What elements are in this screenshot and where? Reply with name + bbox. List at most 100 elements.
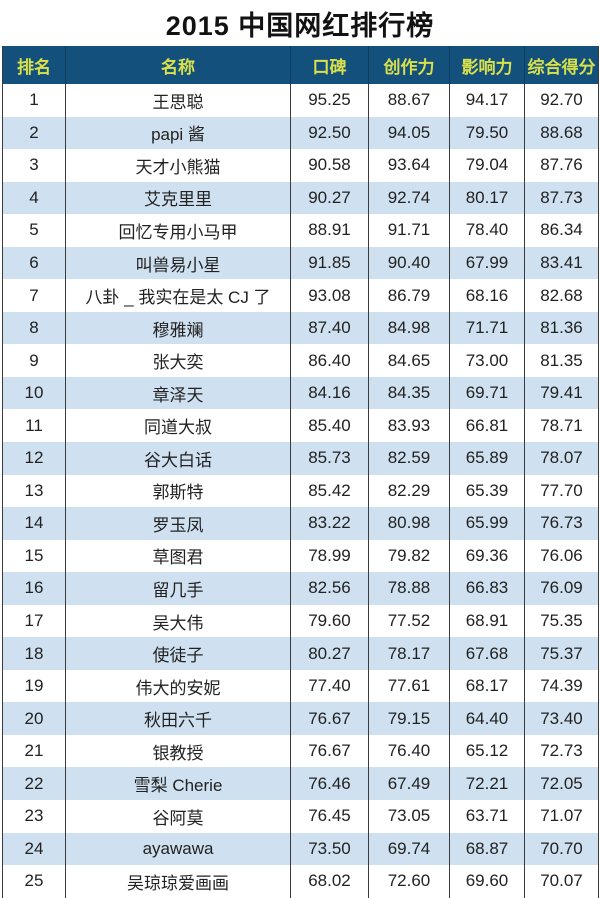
score-cell: 72.05 — [524, 767, 599, 801]
influence-cell: 72.21 — [449, 767, 525, 801]
creativity-cell: 84.65 — [368, 344, 450, 377]
score-cell: 74.39 — [524, 669, 599, 703]
table-row: 13 郭斯特 85.42 82.29 65.39 77.70 — [2, 474, 599, 508]
table-row: 4 艾克里里 90.27 92.74 80.17 87.73 — [2, 181, 599, 215]
score-cell: 77.70 — [524, 474, 599, 508]
rank-cell: 21 — [24, 741, 44, 761]
creativity-cell: 82.59 — [368, 442, 450, 475]
name-cell: 吴大伟 — [65, 604, 291, 638]
score-cell: 86.34 — [524, 214, 599, 247]
score-cell: 92.70 — [524, 84, 599, 117]
creativity-cell: 93.64 — [368, 149, 450, 182]
rank-cell: 7 — [29, 285, 39, 305]
name-cell: 章泽天 — [65, 376, 291, 410]
creativity-cell: 79.15 — [368, 702, 450, 735]
reputation-cell: 82.56 — [290, 572, 369, 605]
name-cell: 穆雅斓 — [65, 311, 291, 345]
influence-cell: 78.40 — [449, 214, 525, 247]
score-cell: 75.37 — [524, 637, 599, 670]
reputation-cell: 76.46 — [290, 767, 369, 801]
table-row: 16 留几手 82.56 78.88 66.83 76.09 — [2, 572, 599, 605]
creativity-cell: 67.49 — [368, 767, 450, 801]
rank-cell: 15 — [24, 545, 44, 565]
score-cell: 76.73 — [524, 507, 599, 540]
creativity-cell: 88.67 — [368, 84, 450, 117]
table-row: 24 ayawawa 73.50 69.74 68.87 70.70 — [2, 832, 599, 866]
table-row: 8 穆雅斓 87.40 84.98 71.71 81.36 — [2, 311, 599, 345]
name-cell: 回忆专用小马甲 — [65, 214, 291, 247]
score-cell: 76.09 — [524, 572, 599, 605]
table-row: 20 秋田六千 76.67 79.15 64.40 73.40 — [2, 702, 599, 735]
score-cell: 79.41 — [524, 376, 599, 410]
influence-cell: 69.60 — [449, 865, 525, 898]
name-cell: 伟大的安妮 — [65, 669, 291, 703]
table-row: 6 叫兽易小星 91.85 90.40 67.99 83.41 — [2, 246, 599, 280]
reputation-cell: 93.08 — [290, 279, 369, 312]
table-row: 9 张大奕 86.40 84.65 73.00 81.35 — [2, 344, 599, 377]
creativity-cell: 84.35 — [368, 376, 450, 410]
reputation-cell: 84.16 — [290, 376, 369, 410]
creativity-cell: 83.93 — [368, 409, 450, 443]
column-header-score: 综合得分 — [524, 46, 599, 84]
reputation-cell: 83.22 — [290, 507, 369, 540]
score-cell: 88.68 — [524, 116, 599, 150]
table-row: 21 银教授 76.67 76.40 65.12 72.73 — [2, 734, 599, 768]
reputation-cell: 92.50 — [290, 116, 369, 150]
reputation-cell: 76.67 — [290, 734, 369, 768]
name-cell: 雪梨 Cherie — [65, 767, 291, 801]
influence-cell: 68.16 — [449, 279, 525, 312]
rank-cell: 16 — [24, 578, 44, 598]
influence-cell: 65.39 — [449, 474, 525, 508]
table-row: 19 伟大的安妮 77.40 77.61 68.17 74.39 — [2, 669, 599, 703]
rank-cell: 19 — [24, 676, 44, 696]
creativity-cell: 77.52 — [368, 604, 450, 638]
name-cell: 王思聪 — [65, 84, 291, 117]
rank-cell: 20 — [24, 708, 44, 728]
page-title: 2015 中国网红排行榜 — [165, 10, 435, 41]
reputation-cell: 90.58 — [290, 149, 369, 182]
reputation-cell: 76.67 — [290, 702, 369, 735]
name-cell: 叫兽易小星 — [65, 246, 291, 280]
rank-cell: 5 — [29, 220, 39, 240]
creativity-cell: 92.74 — [368, 181, 450, 215]
column-header-rank: 排名 — [2, 46, 66, 84]
influence-cell: 64.40 — [449, 702, 525, 735]
rank-cell: 6 — [29, 253, 39, 272]
table-row: 10 章泽天 84.16 84.35 69.71 79.41 — [2, 376, 599, 410]
creativity-cell: 78.88 — [368, 572, 450, 605]
score-cell: 73.40 — [524, 702, 599, 735]
ranking-table-body: 1 王思聪 95.25 88.67 94.17 92.70 2 papi 酱 92.50 94.0… — [2, 84, 599, 898]
influence-cell: 69.36 — [449, 539, 525, 573]
influence-cell: 68.87 — [449, 832, 525, 866]
creativity-cell: 78.17 — [368, 637, 450, 670]
table-row: 23 谷阿莫 76.45 73.05 63.71 71.07 — [2, 800, 599, 833]
table-row: 14 罗玉凤 83.22 80.98 65.99 76.73 — [2, 507, 599, 540]
rank-cell: 13 — [24, 480, 44, 500]
table-row: 22 雪梨 Cherie 76.46 67.49 72.21 72.05 — [2, 767, 599, 801]
reputation-cell: 77.40 — [290, 669, 369, 703]
score-cell: 70.07 — [524, 865, 599, 898]
score-cell: 72.73 — [524, 734, 599, 768]
reputation-cell: 91.85 — [290, 246, 369, 280]
influence-cell: 66.83 — [449, 572, 525, 605]
table-row: 15 草图君 78.99 79.82 69.36 76.06 — [2, 539, 599, 573]
table-row: 11 同道大叔 85.40 83.93 66.81 78.71 — [2, 409, 599, 443]
table-row: 1 王思聪 95.25 88.67 94.17 92.70 — [2, 84, 599, 117]
rank-cell: 25 — [24, 871, 44, 891]
table-row: 18 使徒子 80.27 78.17 67.68 75.37 — [2, 637, 599, 670]
reputation-cell: 78.99 — [290, 539, 369, 573]
name-cell: 秋田六千 — [65, 702, 291, 735]
name-cell: 郭斯特 — [65, 474, 291, 508]
influence-cell: 71.71 — [449, 311, 525, 345]
name-cell: 留几手 — [65, 572, 291, 605]
influence-cell: 79.50 — [449, 116, 525, 150]
rank-cell: 2 — [29, 122, 39, 142]
ranking-table: 排名 名称 口碑 创作力 影响力 综合得分 1 王思聪 95.25 88.67 94.1… — [2, 46, 599, 898]
influence-cell: 73.00 — [449, 344, 525, 377]
creativity-cell: 72.60 — [368, 865, 450, 898]
score-cell: 76.06 — [524, 539, 599, 573]
score-cell: 82.68 — [524, 279, 599, 312]
creativity-cell: 90.40 — [368, 246, 450, 280]
name-cell: 谷阿莫 — [65, 800, 291, 833]
